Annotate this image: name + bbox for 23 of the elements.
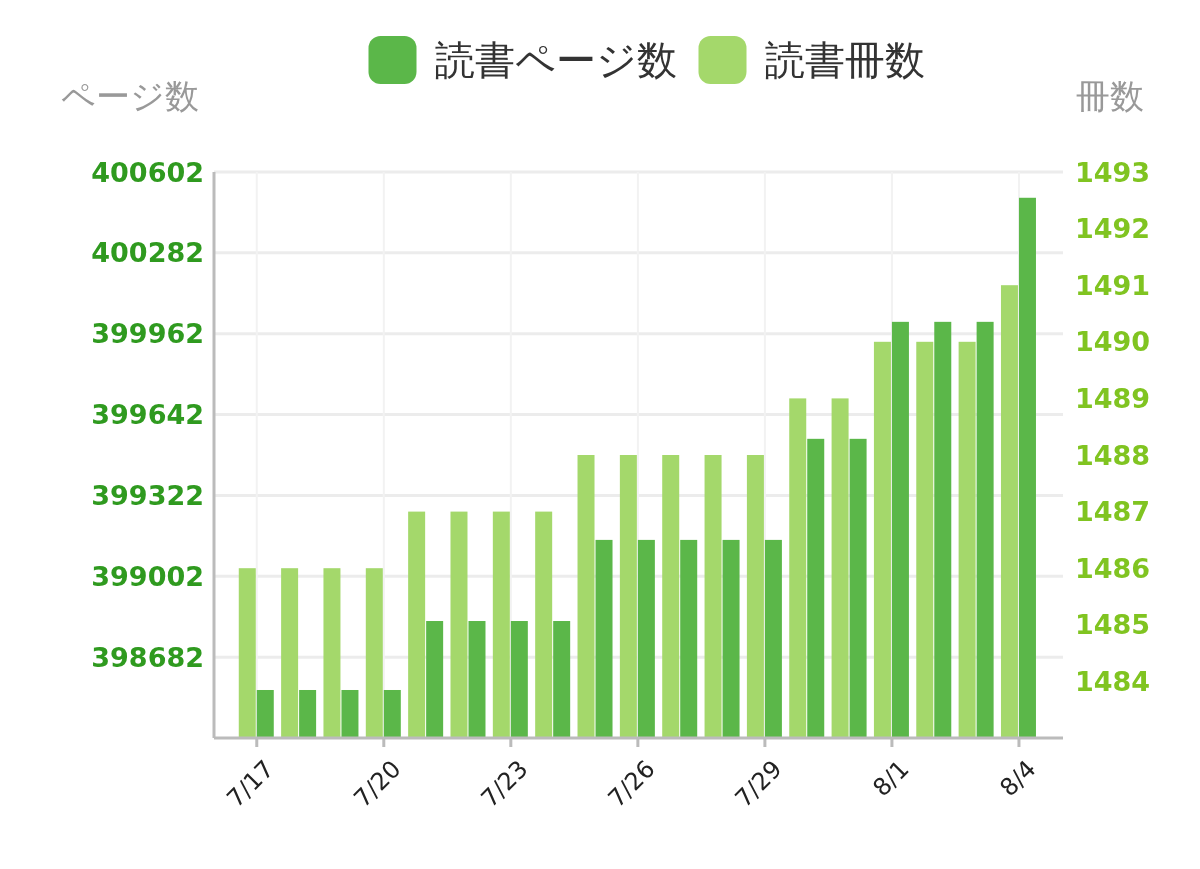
legend-label: 読書冊数 [764, 37, 925, 83]
y2-tick-label: 1491 [1075, 269, 1151, 301]
y2-tick-label: 1485 [1075, 609, 1151, 641]
y-tick-label: 400282 [91, 237, 204, 269]
y2-tick-label: 1484 [1075, 665, 1151, 697]
y2-tick-label: 1489 [1075, 382, 1151, 414]
y2-tick-label: 1493 [1075, 156, 1151, 188]
y2-axis-title: 冊数 [1076, 76, 1144, 116]
y-tick-label: 399642 [91, 399, 204, 431]
legend-label: 読書ページ数 [434, 37, 677, 83]
y2-tick-label: 1492 [1075, 213, 1151, 245]
x-tick-label: 8/4 [994, 754, 1042, 802]
y-axis-title: ページ数 [61, 76, 199, 116]
x-tick-label: 8/1 [867, 754, 915, 802]
y-tick-label: 399002 [91, 560, 204, 592]
y2-tick-label: 1487 [1075, 496, 1151, 528]
y-tick-label: 399322 [91, 479, 204, 511]
y-tick-label: 400602 [91, 156, 204, 188]
y2-tick-label: 1488 [1075, 439, 1151, 471]
y-tick-label: 398682 [91, 641, 204, 673]
y-tick-label: 399962 [91, 318, 204, 350]
y2-tick-label: 1490 [1075, 326, 1151, 358]
y2-tick-label: 1486 [1075, 552, 1151, 584]
